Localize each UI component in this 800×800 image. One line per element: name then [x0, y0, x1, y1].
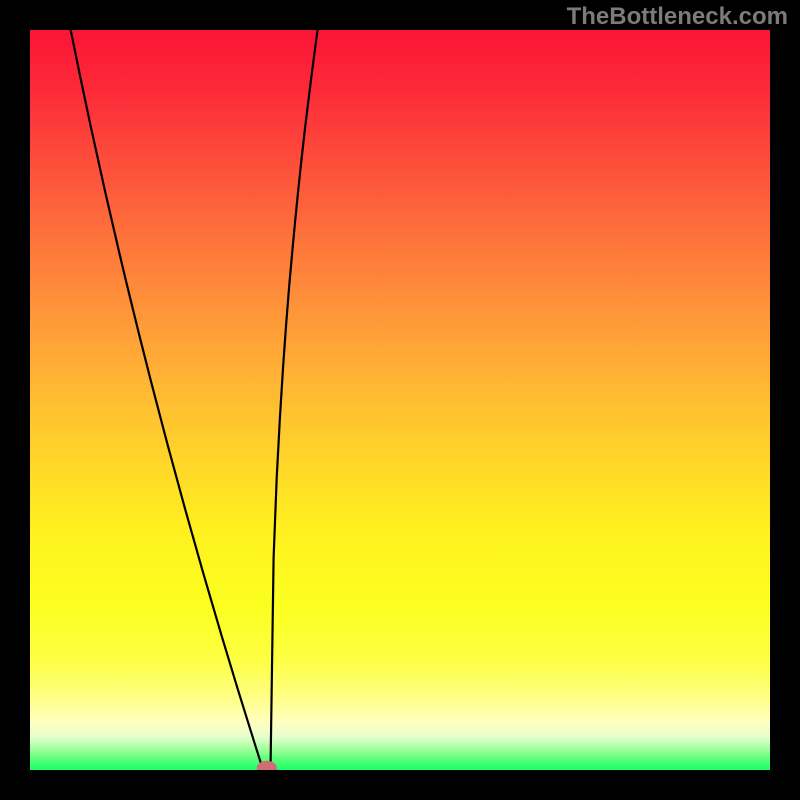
plot-svg — [30, 30, 770, 770]
plot-area — [30, 30, 770, 770]
gradient-background — [30, 30, 770, 770]
watermark-text: TheBottleneck.com — [567, 3, 788, 31]
